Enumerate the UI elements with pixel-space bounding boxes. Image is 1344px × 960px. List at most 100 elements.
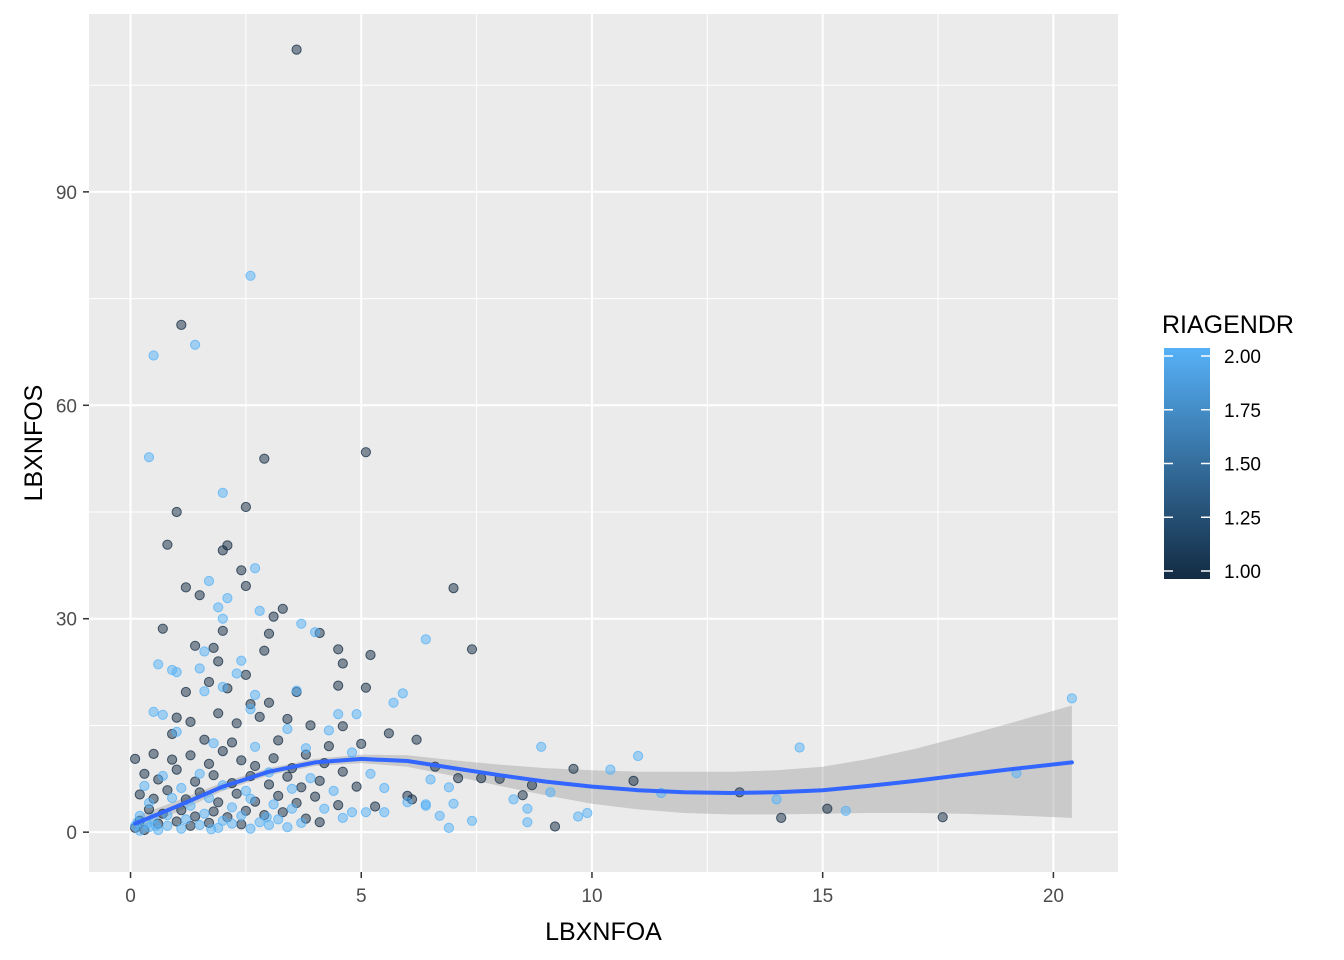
- data-point: [319, 803, 330, 814]
- data-point: [263, 697, 275, 708]
- data-point: [397, 688, 408, 699]
- data-point: [411, 734, 422, 745]
- data-point: [346, 747, 358, 758]
- data-point: [162, 820, 173, 831]
- data-point: [314, 775, 325, 787]
- data-point: [206, 824, 217, 835]
- data-point: [130, 753, 141, 765]
- data-point: [143, 797, 155, 809]
- confidence-band: [135, 705, 1072, 831]
- data-point: [240, 669, 251, 681]
- data-point: [217, 746, 228, 757]
- x-tick-label: 5: [356, 886, 367, 907]
- data-point: [840, 805, 851, 816]
- data-point: [217, 681, 228, 693]
- data-point: [300, 743, 311, 754]
- data-point: [337, 721, 348, 732]
- data-point: [217, 613, 228, 624]
- data-point: [245, 823, 256, 834]
- data-point: [213, 656, 224, 667]
- data-point: [199, 686, 210, 697]
- data-point: [259, 453, 270, 464]
- data-point: [157, 623, 168, 634]
- data-point: [190, 640, 201, 651]
- data-point: [776, 812, 787, 824]
- data-point: [236, 565, 247, 576]
- data-point: [208, 642, 219, 654]
- data-point: [194, 590, 205, 601]
- data-point: [176, 823, 187, 834]
- data-point: [337, 766, 348, 777]
- data-point: [771, 794, 782, 805]
- legend-label: 1.50: [1224, 455, 1261, 476]
- data-point: [573, 811, 584, 822]
- data-point: [153, 659, 164, 670]
- data-point: [476, 773, 487, 784]
- data-point: [217, 487, 228, 498]
- plot-panel: [89, 14, 1118, 872]
- data-point: [180, 814, 191, 825]
- y-axis-ticks: 0 30 60 90: [56, 183, 89, 844]
- data-point: [360, 447, 371, 458]
- data-point: [259, 645, 270, 656]
- data-point: [517, 790, 528, 801]
- data-point: [208, 770, 219, 781]
- data-point: [213, 708, 224, 719]
- data-point: [148, 350, 159, 361]
- data-point: [185, 750, 196, 761]
- data-point: [794, 742, 805, 753]
- data-point: [185, 716, 196, 728]
- data-point: [420, 800, 431, 811]
- data-point: [282, 723, 293, 735]
- data-point: [134, 789, 145, 800]
- data-point: [157, 770, 168, 782]
- data-point: [282, 771, 293, 782]
- legend-label: 1.75: [1224, 401, 1261, 422]
- data-point: [240, 501, 251, 513]
- data-point: [291, 685, 302, 696]
- x-tick-label: 0: [125, 886, 136, 907]
- data-point: [203, 575, 215, 587]
- data-point: [176, 782, 187, 794]
- data-point: [148, 748, 159, 760]
- data-point: [448, 583, 459, 594]
- data-point: [203, 676, 215, 688]
- data-point: [383, 728, 394, 739]
- data-point: [236, 819, 247, 830]
- data-point: [240, 785, 251, 797]
- data-point: [231, 718, 242, 729]
- data-point: [148, 706, 159, 718]
- data-point: [254, 605, 265, 617]
- x-axis-title: LBXNFOA: [545, 918, 662, 946]
- y-tick-label: 90: [56, 183, 77, 204]
- data-point: [605, 764, 616, 775]
- data-point: [305, 720, 316, 731]
- data-point: [379, 807, 390, 818]
- data-point: [305, 773, 316, 784]
- data-point: [171, 726, 182, 737]
- data-point: [443, 822, 454, 834]
- data-point: [250, 689, 261, 701]
- data-point: [263, 628, 275, 639]
- data-point: [282, 713, 293, 725]
- data-point: [453, 773, 464, 784]
- data-point: [466, 644, 478, 655]
- legend-ticks: 2.00 1.75 1.50 1.25 1.00: [1164, 347, 1261, 583]
- data-point: [190, 339, 201, 350]
- data-point: [379, 782, 390, 794]
- data-point: [231, 668, 242, 679]
- data-point: [296, 618, 307, 629]
- data-point: [171, 712, 182, 723]
- legend: RIAGENDR 2.00 1.75 1.50 1.25 1.00: [1162, 311, 1294, 583]
- data-point: [937, 812, 948, 823]
- data-point: [522, 803, 533, 814]
- data-point: [351, 781, 362, 792]
- data-point: [162, 539, 173, 550]
- y-axis-title: LBXNFOS: [20, 385, 48, 502]
- data-point: [822, 803, 833, 814]
- data-point: [194, 819, 205, 831]
- data-point: [323, 741, 334, 752]
- data-point: [194, 768, 205, 779]
- data-point: [226, 737, 238, 748]
